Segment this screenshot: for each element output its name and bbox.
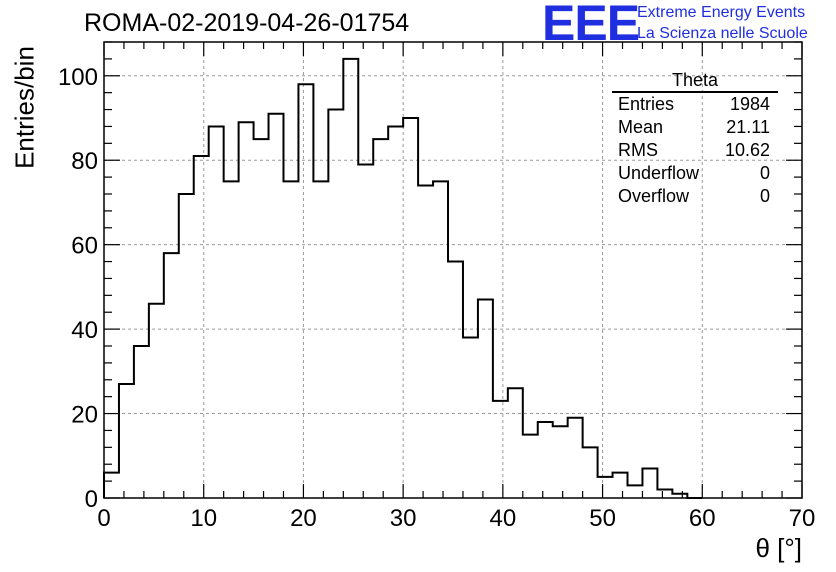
stats-box: Theta Entries 1984 Mean 21.11 RMS 10.62 … [612, 70, 778, 208]
histogram-bin [642, 468, 657, 498]
histogram-bin [283, 181, 298, 498]
x-tick-label: 40 [490, 505, 517, 532]
stats-label: Underflow [618, 163, 700, 183]
x-axis-label: θ [°] [755, 533, 802, 563]
histogram-bin [328, 110, 343, 498]
histogram-bin [657, 490, 672, 498]
x-tick-label: 60 [689, 505, 716, 532]
x-tick-label: 70 [789, 505, 816, 532]
histogram-bin [104, 473, 119, 498]
stats-row-entries: Entries 1984 [612, 93, 778, 116]
stats-title: Theta [612, 70, 778, 93]
histogram-bin [149, 304, 164, 498]
histogram-bin [269, 114, 284, 498]
histogram-bin [209, 126, 224, 498]
histogram-bin [254, 139, 269, 498]
stats-label: RMS [618, 140, 658, 160]
histogram-bin [194, 156, 209, 498]
histogram-bin [523, 435, 538, 498]
histogram-bin [553, 426, 568, 498]
y-axis-label: Entries/bin [9, 46, 40, 169]
y-tick-label: 0 [85, 486, 98, 513]
x-tick-label: 20 [290, 505, 317, 532]
stats-row-rms: RMS 10.62 [612, 139, 778, 162]
histogram-bin [373, 139, 388, 498]
stats-label: Entries [618, 94, 675, 114]
stats-value: 10.62 [724, 140, 770, 160]
histogram-bin [628, 485, 643, 498]
histogram-bin [583, 447, 598, 498]
histogram-bin [403, 118, 418, 498]
histogram-bin [508, 388, 523, 498]
x-tick-label: 30 [390, 505, 417, 532]
histogram-bin [179, 194, 194, 498]
histogram-bin [433, 181, 448, 498]
histogram-outline [103, 57, 703, 499]
y-tick-label: 80 [71, 148, 98, 175]
eee-logo: EEE [542, 0, 640, 51]
stats-value: 21.11 [726, 117, 770, 137]
histogram-bin [538, 422, 553, 498]
histogram-bin [313, 181, 328, 498]
histogram-bin [598, 477, 613, 498]
histogram-bin [388, 126, 403, 498]
logo-line-2: La Scienza nelle Scuole [637, 25, 808, 42]
y-tick-label: 100 [58, 64, 98, 91]
histogram-bin [463, 338, 478, 498]
stats-value: 0 [759, 186, 770, 206]
stats-value: 0 [759, 163, 770, 183]
histogram-bin [224, 181, 239, 498]
x-tick-label: 50 [589, 505, 616, 532]
histogram-bin [493, 401, 508, 498]
y-tick-label: 60 [71, 233, 98, 260]
y-tick-label: 40 [71, 317, 98, 344]
histogram-bin [613, 473, 628, 498]
logo-line-1: Extreme Energy Events [637, 4, 806, 21]
stats-row-overflow: Overflow 0 [612, 185, 778, 208]
histogram-bin [418, 186, 433, 498]
chart-title: ROMA-02-2019-04-26-01754 [84, 9, 410, 37]
stats-label: Mean [618, 117, 664, 137]
histogram-bin [358, 164, 373, 498]
y-tick-label: 20 [71, 402, 98, 429]
x-tick-label: 0 [97, 505, 110, 532]
histogram-bin [343, 59, 358, 498]
histogram-bin [119, 384, 134, 498]
stats-label: Overflow [618, 186, 690, 206]
plot-frame [103, 41, 803, 499]
x-tick-label: 10 [190, 505, 217, 532]
histogram-bin [239, 122, 254, 498]
stats-row-underflow: Underflow 0 [612, 162, 778, 185]
histogram-bin [298, 84, 313, 498]
histogram-bin [568, 418, 583, 498]
stats-row-mean: Mean 21.11 [612, 116, 778, 139]
histogram-bin [448, 262, 463, 498]
histogram-bin [134, 346, 149, 498]
histogram-bin [164, 253, 179, 498]
stats-value: 1984 [729, 94, 770, 114]
